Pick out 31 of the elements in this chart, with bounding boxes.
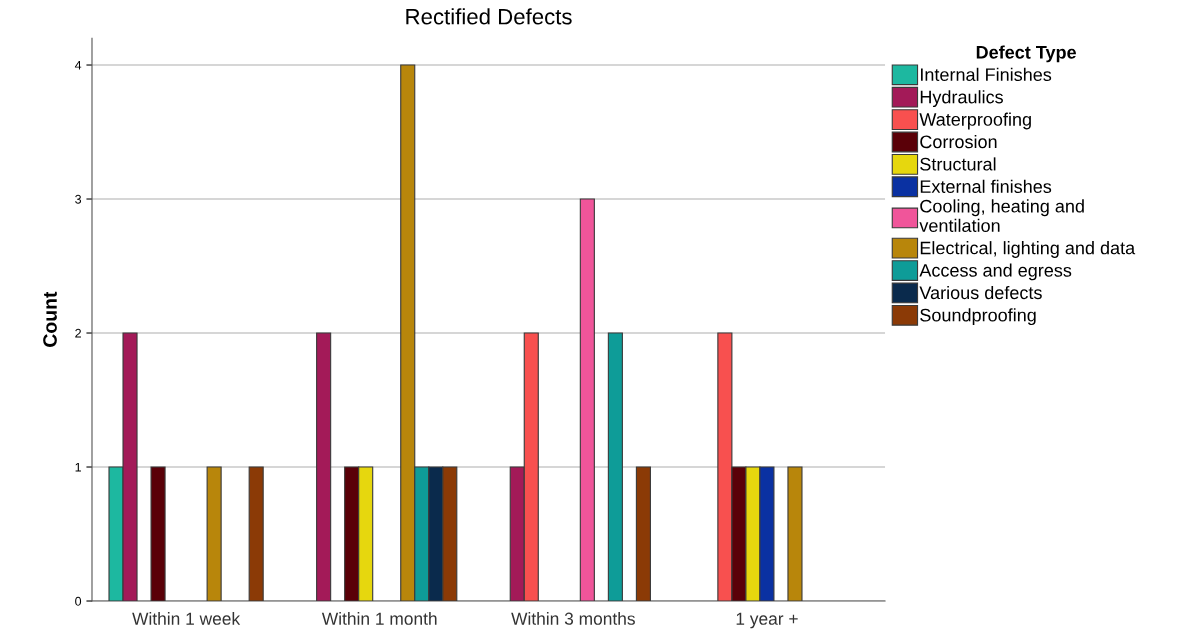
legend-label: Corrosion: [920, 134, 997, 149]
legend-label: Access and egress: [919, 263, 1072, 281]
legend-label: Internal Finishes: [921, 67, 1052, 82]
bar: [248, 466, 264, 602]
legend-label: Structural: [920, 157, 996, 171]
bar: [787, 466, 803, 602]
bar: [316, 332, 332, 602]
x-tick-label: 1 year +: [736, 612, 798, 629]
legend-label: Soundproofing: [920, 308, 1036, 326]
y-tick-label: 4: [74, 60, 82, 70]
legend-label: Waterproofing: [919, 112, 1031, 130]
y-tick-label: 2: [75, 328, 81, 338]
legend-label: Hydraulics: [920, 90, 1003, 108]
chart-title: Rectified Defects: [406, 8, 572, 25]
y-axis-title: Count: [43, 291, 57, 347]
bar: [150, 466, 166, 602]
legend-label: Cooling, heating and ventilation: [919, 199, 1084, 233]
x-tick-label: Within 3 months: [511, 612, 635, 625]
x-tick-label: Within 1 week: [132, 612, 241, 625]
legend-label: External finishes: [920, 179, 1052, 193]
legend-title: Defect Type: [976, 45, 1076, 63]
bar: [607, 332, 623, 602]
bar: [635, 466, 651, 602]
y-tick-label: 1: [75, 462, 81, 472]
bar: [579, 198, 595, 602]
x-tick-label: Within 1 month: [321, 612, 437, 625]
y-tick-label: 3: [75, 194, 82, 204]
y-tick-label: 0: [75, 596, 82, 606]
bar: [206, 466, 222, 602]
legend-label: Electrical, lighting and data: [920, 241, 1136, 258]
legend-label: Various defects: [919, 285, 1042, 300]
